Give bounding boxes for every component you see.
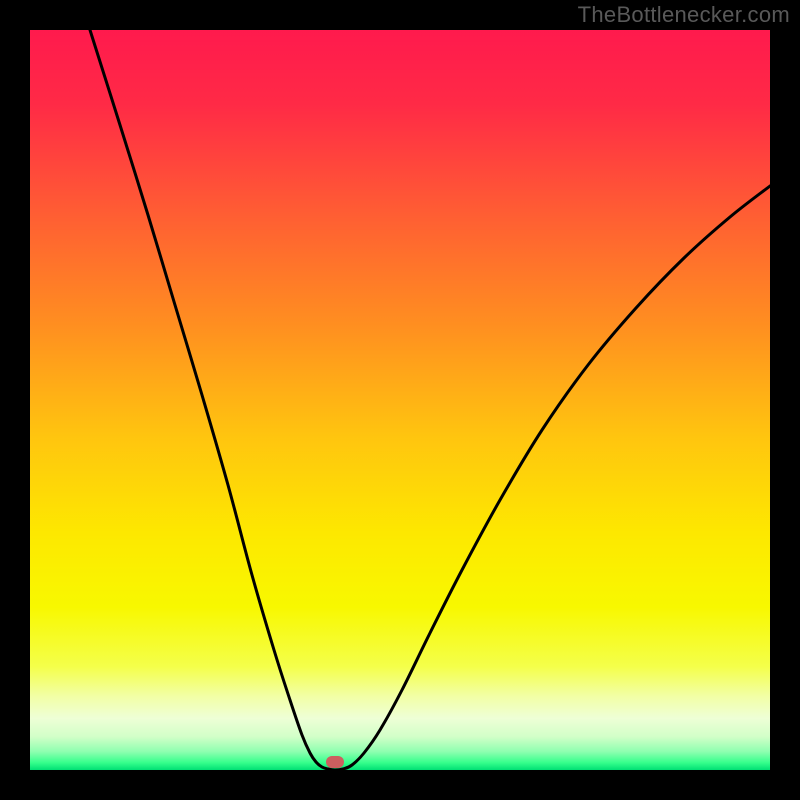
- curve-path: [90, 30, 770, 770]
- minimum-marker: [326, 756, 344, 768]
- bottleneck-curve: [30, 30, 770, 770]
- chart-container: TheBottlenecker.com: [0, 0, 800, 800]
- plot-area: [30, 30, 770, 770]
- watermark-text: TheBottlenecker.com: [578, 2, 790, 28]
